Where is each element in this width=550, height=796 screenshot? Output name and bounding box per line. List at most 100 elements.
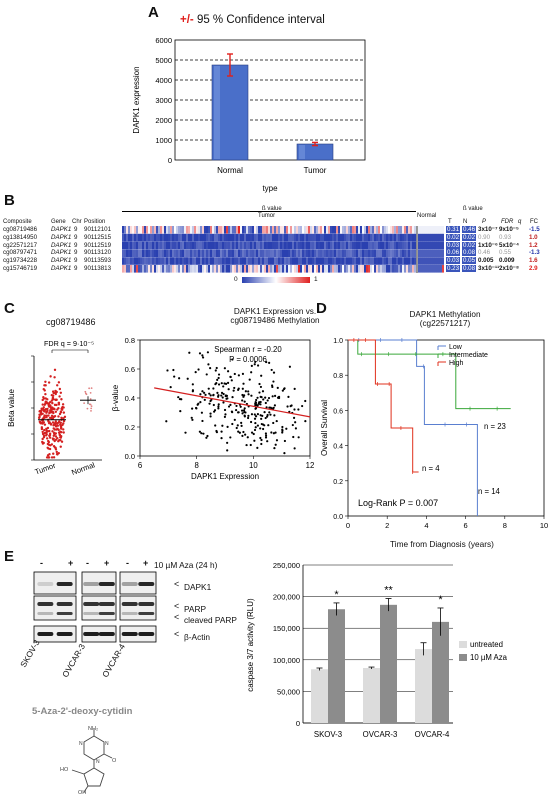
data-point — [186, 377, 189, 380]
tumor-sample-point — [48, 447, 52, 451]
heat-cell — [226, 241, 229, 250]
data-point — [293, 408, 296, 411]
data-point — [191, 389, 195, 392]
tumor-sample-point — [41, 442, 45, 445]
y-tick-label: 1.0 — [333, 338, 343, 345]
heat-cell — [138, 249, 141, 257]
heat-cell — [206, 241, 209, 250]
heat-cell — [204, 249, 207, 257]
heat-cell — [186, 257, 189, 265]
tumor-sample-point — [59, 436, 62, 439]
heat-cell — [136, 257, 139, 265]
tumor-sample-point — [52, 452, 55, 455]
heat-cell — [248, 241, 251, 250]
heat-cell — [256, 249, 259, 257]
composite-id: cg22571217 — [3, 241, 38, 249]
heat-cell — [238, 241, 241, 250]
x-tick-label: 12 — [306, 461, 315, 470]
heat-cell — [164, 241, 167, 250]
data-point — [277, 396, 280, 399]
spearman-text: Spearman r = -0.20 — [214, 345, 282, 354]
heat-cell — [350, 249, 353, 257]
tumor-sample-point — [51, 417, 55, 420]
heat-cell — [140, 226, 143, 234]
blot-band — [121, 602, 138, 606]
heat-cell — [422, 241, 425, 250]
heat-cell — [252, 233, 255, 242]
heat-cell — [224, 241, 227, 250]
heat-cell — [140, 257, 143, 265]
heat-cell — [410, 241, 413, 250]
heat-cell — [256, 257, 259, 265]
data-point — [253, 417, 257, 420]
heat-cell — [130, 249, 133, 257]
heat-cell — [328, 241, 331, 250]
significance-marker: * — [438, 594, 443, 606]
tumor-beta: 0.23 — [446, 265, 461, 272]
heat-cell — [358, 257, 361, 265]
tumor-sample-point — [49, 423, 53, 426]
data-point — [180, 398, 183, 401]
tumor-sample-point — [47, 414, 50, 417]
heat-cell — [182, 226, 185, 234]
heat-cell — [326, 249, 329, 257]
heat-cell — [218, 257, 221, 265]
legend-label: Low — [449, 344, 463, 351]
data-point — [201, 390, 204, 393]
data-point — [260, 438, 263, 442]
tumor-sample-point — [46, 454, 50, 457]
legend-label: Intermediate — [449, 352, 488, 359]
probe-title: cg08719486 — [46, 317, 96, 327]
heat-cell — [232, 226, 235, 234]
km-x-label: Time from Diagnosis (years) — [390, 539, 494, 549]
heat-cell — [386, 233, 389, 242]
heat-cell — [318, 249, 321, 257]
caspase-y-label: caspase 3/7 activity (RLU) — [246, 598, 255, 692]
heat-cell — [386, 249, 389, 257]
heat-cell — [268, 241, 271, 250]
blot-band — [56, 602, 73, 606]
blot-band — [98, 632, 115, 636]
heat-cell — [336, 233, 339, 242]
heat-cell — [414, 233, 417, 242]
heat-cell — [402, 249, 405, 257]
heat-cell — [430, 233, 433, 242]
fdr-value: 5x10⁻⁴ — [499, 241, 520, 249]
heat-cell — [436, 241, 439, 250]
tumor-sample-point — [62, 428, 65, 431]
heat-cell — [170, 241, 173, 250]
heat-cell — [196, 265, 199, 273]
heat-cell — [348, 265, 351, 273]
survival-curve — [348, 339, 478, 516]
heat-cell — [282, 226, 285, 234]
heat-cell — [364, 226, 367, 234]
heat-cell — [128, 241, 131, 250]
tumor-beta: 0.02 — [446, 233, 461, 241]
blot-band — [56, 632, 73, 636]
heat-cell — [356, 265, 359, 273]
heat-cell — [136, 249, 139, 257]
tumor-category: Tumor — [34, 461, 58, 477]
beta-header-right: ß value — [463, 206, 483, 212]
heat-cell — [150, 241, 153, 250]
heat-cell — [250, 249, 253, 257]
carbonyl-bond — [103, 753, 113, 759]
heat-cell — [436, 233, 439, 242]
heat-cell — [284, 249, 287, 257]
tumor-sample-point — [53, 368, 57, 372]
gene-name: DAPK1 — [51, 233, 72, 241]
heat-cell — [400, 241, 403, 250]
heat-cell — [178, 257, 181, 265]
heat-cell — [390, 257, 393, 265]
heat-cell — [410, 249, 413, 257]
y-tick-label: 5000 — [155, 56, 172, 65]
scatter-frame — [139, 339, 311, 457]
heat-cell — [232, 241, 235, 250]
heat-cell — [142, 257, 145, 265]
heat-cell — [406, 249, 409, 257]
data-point — [240, 421, 243, 424]
heat-cell — [244, 265, 247, 273]
panel-d-label: D — [316, 300, 327, 317]
heat-cell — [210, 257, 213, 265]
tumor-sample-point — [51, 437, 55, 440]
